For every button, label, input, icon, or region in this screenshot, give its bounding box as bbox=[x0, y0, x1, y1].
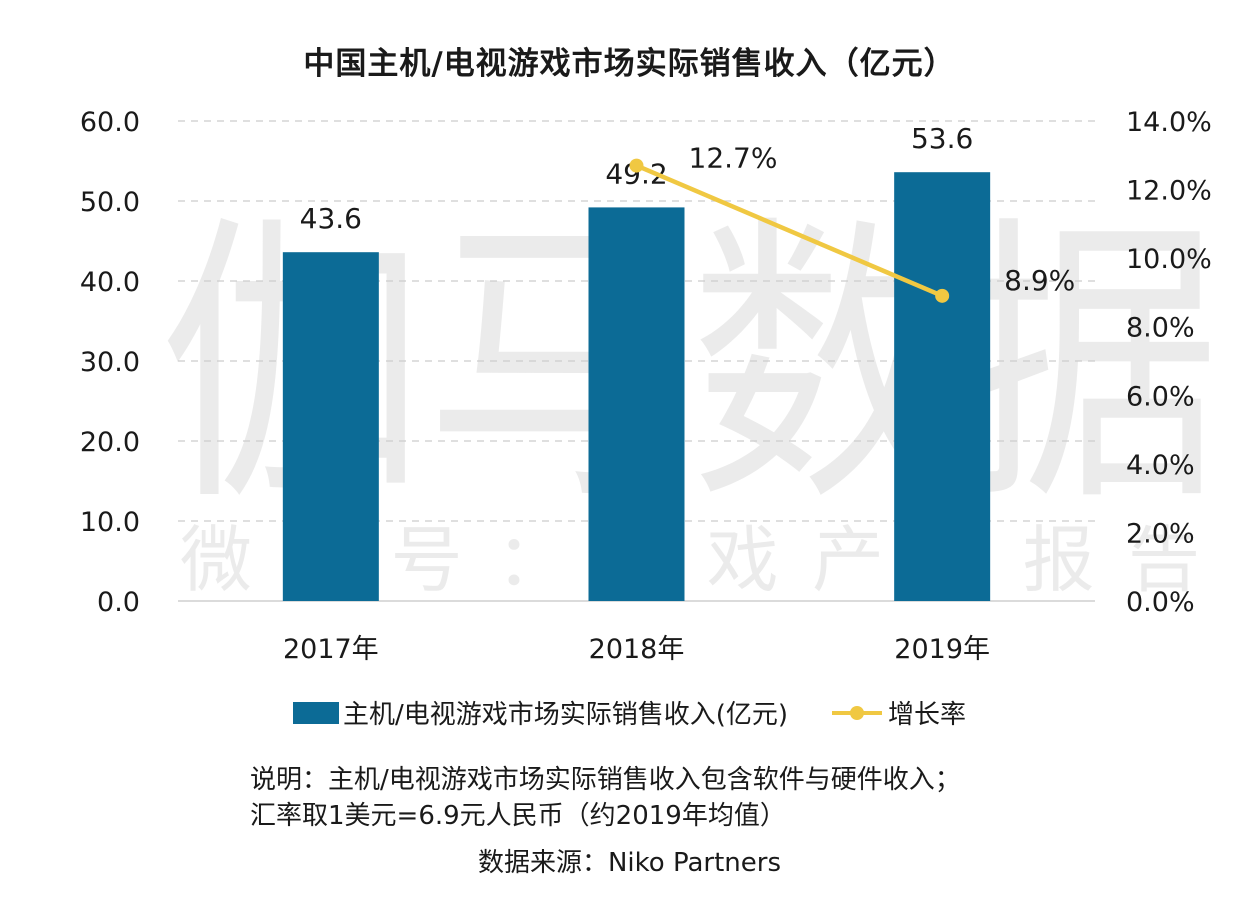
growth-value-label: 8.9% bbox=[1004, 264, 1075, 297]
legend: 主机/电视游戏市场实际销售收入(亿元) 增长率 bbox=[0, 694, 1259, 731]
x-tick-label: 2019年 bbox=[894, 634, 990, 665]
bar bbox=[894, 172, 991, 601]
x-tick-label: 2018年 bbox=[589, 634, 685, 665]
legend-label-growth: 增长率 bbox=[888, 700, 967, 730]
y-left-tick-label: 10.0 bbox=[80, 507, 140, 538]
y-right-tick-label: 14.0% bbox=[1126, 107, 1212, 138]
y-right-tick-label: 4.0% bbox=[1126, 450, 1195, 481]
y-left-tick-label: 0.0 bbox=[97, 587, 140, 618]
growth-point bbox=[935, 288, 950, 303]
note-line-2: 汇率取1美元=6.9元人民币（约2019年均值） bbox=[250, 801, 786, 831]
y-axis-right: 0.0% 2.0% 4.0% 6.0% 8.0% 10.0% 12.0% 14.0% bbox=[1126, 107, 1212, 618]
chart-note: 说明：主机/电视游戏市场实际销售收入包含软件与硬件收入； 汇率取1美元=6.9元… bbox=[250, 762, 961, 834]
legend-label-revenue: 主机/电视游戏市场实际销售收入(亿元) bbox=[342, 700, 789, 730]
growth-value-label: 12.7% bbox=[689, 142, 778, 175]
legend-swatch-line bbox=[832, 702, 883, 724]
bar-value-label: 53.6 bbox=[911, 122, 973, 155]
y-right-tick-label: 10.0% bbox=[1126, 244, 1212, 275]
y-right-tick-label: 6.0% bbox=[1126, 381, 1195, 412]
chart-title: 中国主机/电视游戏市场实际销售收入（亿元） bbox=[303, 46, 956, 82]
y-left-tick-label: 40.0 bbox=[80, 267, 140, 298]
y-left-tick-label: 60.0 bbox=[80, 107, 140, 138]
y-right-tick-label: 12.0% bbox=[1126, 176, 1212, 207]
growth-line-series: 12.7% 8.9% bbox=[629, 142, 1075, 303]
growth-point bbox=[629, 158, 644, 173]
y-right-tick-label: 2.0% bbox=[1126, 518, 1195, 549]
bar bbox=[588, 207, 685, 601]
x-tick-label: 2017年 bbox=[283, 634, 379, 665]
y-right-tick-label: 8.0% bbox=[1126, 313, 1195, 344]
note-line-1: 说明：主机/电视游戏市场实际销售收入包含软件与硬件收入； bbox=[250, 765, 961, 795]
bar-value-label: 43.6 bbox=[300, 202, 362, 235]
bar-series: 43.649.253.6 bbox=[282, 122, 991, 601]
bar bbox=[282, 252, 379, 601]
legend-item-growth: 增长率 bbox=[788, 694, 966, 731]
data-source: 数据来源：Niko Partners bbox=[477, 848, 781, 878]
legend-item-revenue: 主机/电视游戏市场实际销售收入(亿元) bbox=[292, 694, 789, 731]
x-axis: 2017年 2018年 2019年 bbox=[283, 634, 990, 665]
y-left-tick-label: 50.0 bbox=[80, 187, 140, 218]
y-left-tick-label: 30.0 bbox=[80, 347, 140, 378]
y-right-tick-label: 0.0% bbox=[1126, 587, 1195, 618]
y-axis-left: 0.0 10.0 20.0 30.0 40.0 50.0 60.0 bbox=[80, 107, 140, 618]
legend-swatch-bar bbox=[292, 701, 339, 724]
growth-line bbox=[635, 163, 944, 298]
y-left-tick-label: 20.0 bbox=[80, 427, 140, 458]
chart-canvas: 伽马数据 微信号：游戏产业报告 0.010.020.030.040.050.06… bbox=[80, 107, 1220, 665]
